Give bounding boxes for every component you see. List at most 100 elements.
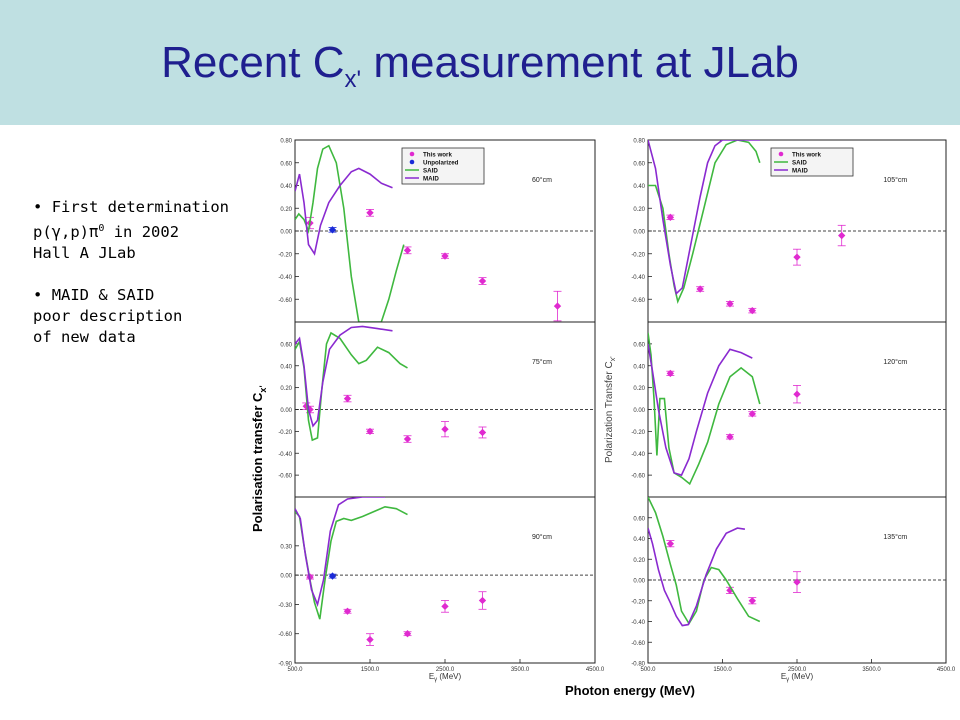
data-point xyxy=(403,435,412,443)
x-axis-label-unit: (MeV) xyxy=(437,672,461,681)
y-tick-label: -0.60 xyxy=(278,298,292,304)
data-point xyxy=(748,410,756,418)
data-point xyxy=(441,252,449,260)
panel-right-bottom: 0.60 0.40 0.20 0.00 -0.20 -0.40 -0.60 -0.80500.… xyxy=(631,496,956,683)
maid-curve xyxy=(648,343,753,477)
bullet-line: MAID & SAID xyxy=(51,286,155,305)
y-tick-label: 0.80 xyxy=(633,139,645,145)
legend-label: MAID xyxy=(423,175,439,182)
legend-marker xyxy=(409,159,415,165)
data-point xyxy=(403,630,412,638)
maid-curve xyxy=(648,527,746,627)
x-axis-label-unit: (MeV) xyxy=(789,672,813,681)
bullet-text: ,p) xyxy=(61,223,90,242)
legend-label: This work xyxy=(423,151,452,158)
data-point xyxy=(478,277,487,285)
maid-curve xyxy=(295,497,385,607)
x-axis-label: Eγ (MeV) xyxy=(781,672,814,683)
data-point xyxy=(793,390,801,398)
data-point xyxy=(666,213,675,222)
y-tick-label: 0.00 xyxy=(633,408,645,414)
angle-label: 60°cm xyxy=(532,176,552,184)
y-tick-label: -0.20 xyxy=(631,252,645,258)
bullet-text: p( xyxy=(33,223,52,242)
bullet-line: First determination xyxy=(51,198,229,216)
y-tick-label: 0.60 xyxy=(280,161,292,167)
x-axis-label: Eγ (MeV) xyxy=(429,672,462,683)
x-axis-label-e: E xyxy=(781,672,786,681)
y-tick-label: 0.60 xyxy=(633,516,645,522)
data-point xyxy=(343,394,352,403)
legend-label: MAID xyxy=(792,167,808,174)
panel-left-top: 0.80 0.60 0.40 0.20 0.00 -0.20 -0.40 -0.60 60°cm… xyxy=(278,139,596,323)
panel-frame xyxy=(294,496,596,664)
x-tick-label: 3500.0 xyxy=(511,667,530,673)
y-axis-label-left: Polarisation transfer Cx' xyxy=(250,385,268,532)
panels-group: 0.80 0.60 0.40 0.20 0.00 -0.20 -0.40 -0.60 60°cm… xyxy=(278,139,956,684)
data-point xyxy=(793,253,801,261)
legend-label: SAID xyxy=(792,159,807,166)
y-tick-label: -0.60 xyxy=(631,298,645,304)
said-curve xyxy=(648,497,761,626)
data-point xyxy=(666,369,675,378)
data-point xyxy=(366,427,374,436)
pi-symbol: π xyxy=(89,223,99,242)
bullet-list: • First determination p(γ,p)π0 in 2002 H… xyxy=(33,197,273,369)
y-tick-label: -0.40 xyxy=(278,452,292,458)
x-axis-label-e: E xyxy=(429,672,434,681)
angle-label: 90°cm xyxy=(532,533,552,541)
data-point xyxy=(726,433,734,441)
y-tick-label: -0.40 xyxy=(631,620,645,626)
x-axis-label-bottom: Photon energy (MeV) xyxy=(565,683,695,698)
y-tick-label: -0.60 xyxy=(278,632,292,638)
bullet-line: poor description xyxy=(33,307,183,326)
said-curve xyxy=(648,140,761,305)
data-point xyxy=(441,602,449,611)
maid-curve xyxy=(295,167,393,256)
x-tick-label: 1500.0 xyxy=(713,667,732,673)
y-tick-label: -0.60 xyxy=(278,474,292,480)
legend-label: This work xyxy=(792,151,821,158)
y-tick-label: 0.20 xyxy=(280,207,292,213)
y-tick-label: 0.20 xyxy=(280,386,292,392)
title-rest: measurement at JLab xyxy=(361,38,799,87)
unpolarized-point xyxy=(328,226,337,234)
x-tick-label: 500.0 xyxy=(287,667,303,673)
x-tick-label: 4500.0 xyxy=(937,667,956,673)
y-tick-label: -0.30 xyxy=(278,603,292,609)
panel-right-top: 0.80 0.60 0.40 0.20 0.00 -0.20 -0.40 -0.60 105°c… xyxy=(631,139,947,323)
y-tick-label: 0.40 xyxy=(633,537,645,543)
bullet-marker: • xyxy=(33,198,43,216)
y-tick-label: 0.00 xyxy=(633,579,645,585)
y-tick-label: -0.20 xyxy=(278,430,292,436)
y-tick-label: 0.00 xyxy=(280,230,292,236)
bullet-line: Hall A JLab xyxy=(33,244,136,263)
x-tick-label: 1500.0 xyxy=(361,667,380,673)
bullet-text: in 2002 xyxy=(104,223,180,242)
y-tick-label: 0.20 xyxy=(633,207,645,213)
y-tick-label: -0.20 xyxy=(631,430,645,436)
angle-label: 105°cm xyxy=(883,176,907,184)
said-curve xyxy=(295,331,408,442)
y-axis-label-right: Polarization Transfer Cx' xyxy=(604,356,617,463)
data-point xyxy=(553,302,562,310)
title-subscript: x' xyxy=(344,65,362,93)
y-tick-label: 0.60 xyxy=(280,342,292,348)
y-tick-label: 0.00 xyxy=(280,574,292,580)
slide-title: Recent Cx' measurement at JLab xyxy=(0,38,960,94)
y-tick-label: 0.60 xyxy=(633,161,645,167)
y-tick-label: 0.20 xyxy=(633,386,645,392)
angle-label: 135°cm xyxy=(883,533,907,541)
x-tick-label: 500.0 xyxy=(640,667,656,673)
title-main: Recent C xyxy=(161,38,345,87)
y-tick-label: 0.80 xyxy=(280,139,292,145)
panel-left-middle: 0.60 0.40 0.20 0.00 -0.20 -0.40 -0.60 75°cm xyxy=(278,321,596,498)
x-tick-label: 2500.0 xyxy=(788,667,807,673)
title-banner: Recent Cx' measurement at JLab xyxy=(0,0,960,125)
y-tick-label: -0.40 xyxy=(278,275,292,281)
y-tick-label: -0.20 xyxy=(631,599,645,605)
panel-right-middle: 0.60 0.40 0.20 0.00 -0.20 -0.40 -0.60 120°cm xyxy=(631,321,947,498)
bullet-2: • MAID & SAID poor description of new da… xyxy=(33,285,273,348)
x-axis-label-sub: γ xyxy=(786,677,789,683)
